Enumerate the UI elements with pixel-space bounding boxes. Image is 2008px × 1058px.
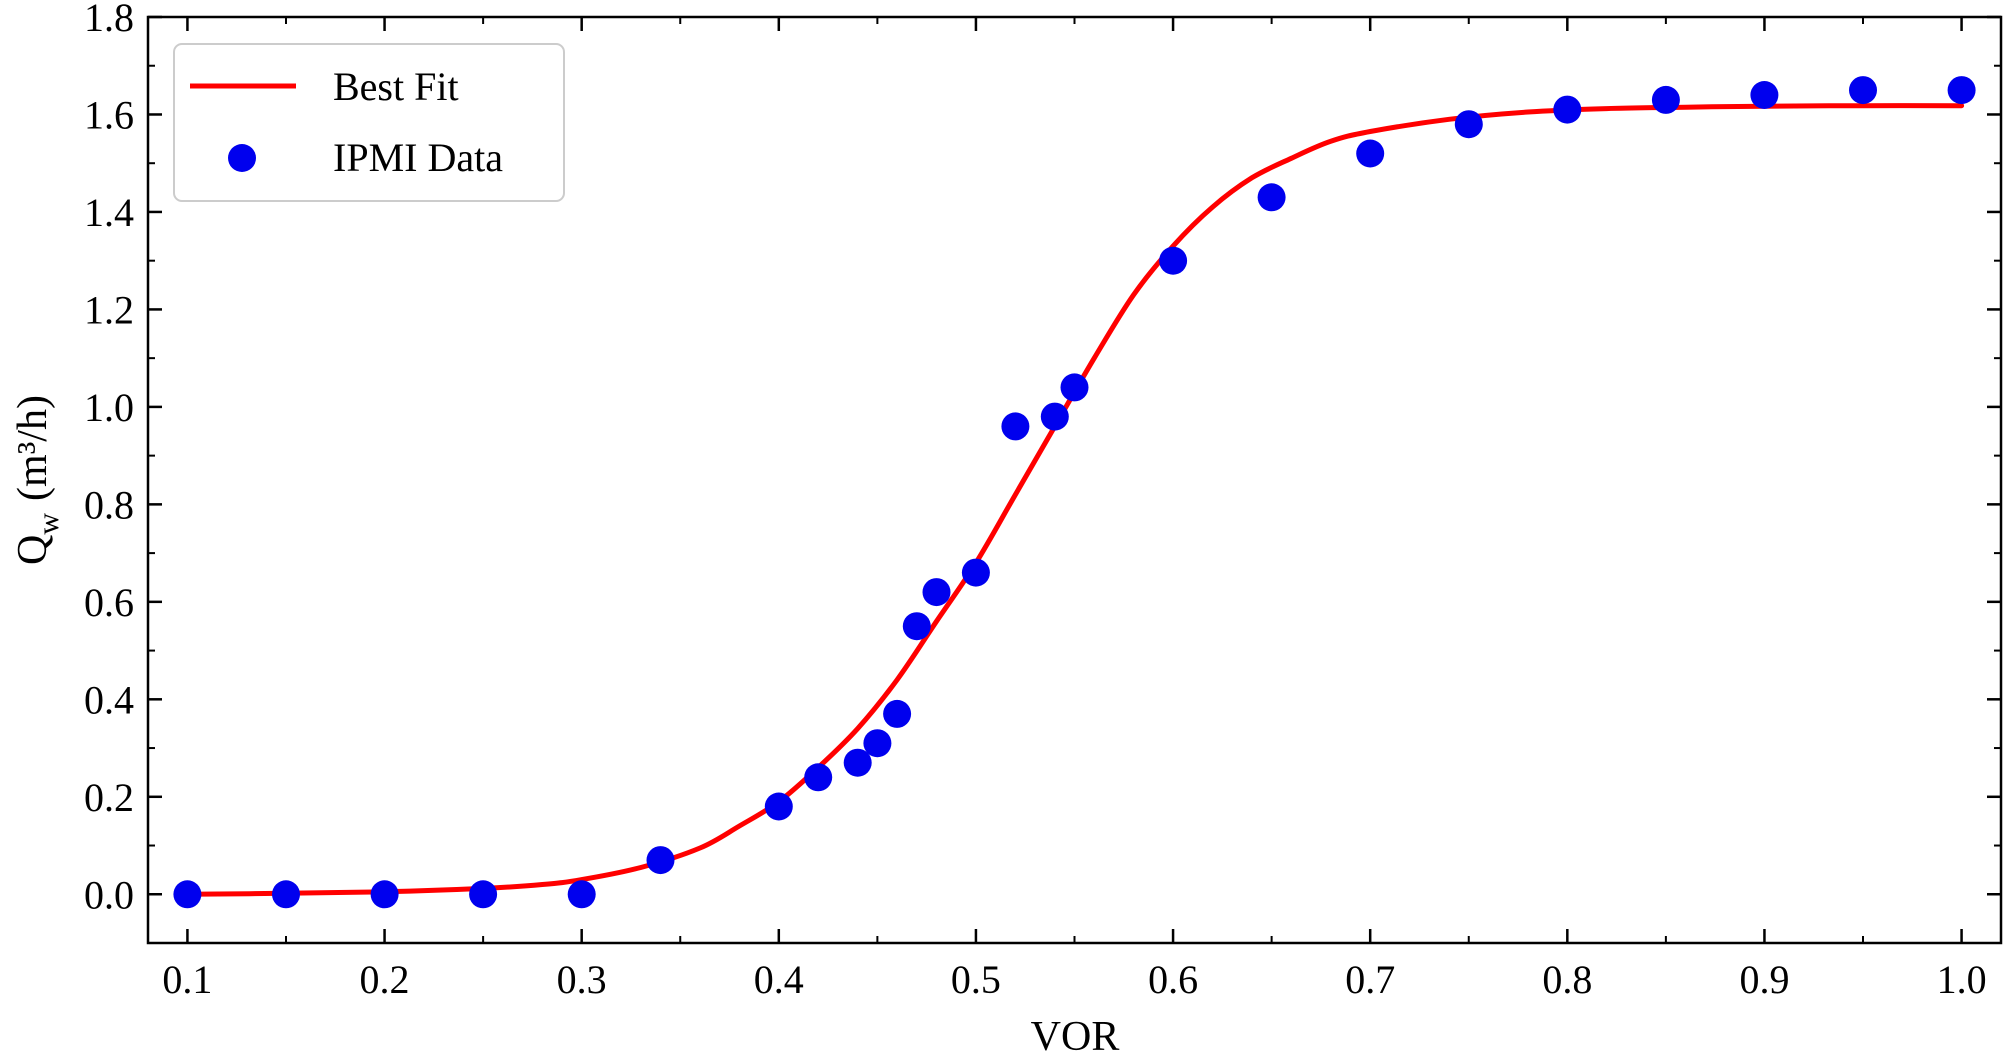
y-axis-label-main: Q — [10, 535, 56, 565]
y-tick-label: 0.4 — [84, 677, 134, 722]
x-axis-label: VOR — [1031, 1014, 1120, 1058]
ipmi-data-point — [764, 792, 793, 821]
y-tick-label: 0.0 — [84, 872, 134, 917]
ipmi-data-point — [922, 578, 951, 607]
ipmi-data-point — [1001, 412, 1030, 441]
y-tick-label: 0.6 — [84, 580, 134, 625]
ipmi-data-point — [1159, 246, 1188, 275]
ipmi-data-point — [1060, 373, 1089, 402]
ipmi-data-point — [646, 846, 675, 875]
x-tick-label: 0.3 — [557, 957, 607, 1002]
y-tick-label: 1.0 — [84, 385, 134, 430]
x-tick-label: 0.5 — [951, 957, 1001, 1002]
ipmi-data-point — [1454, 110, 1483, 139]
ipmi-data-point — [961, 558, 990, 587]
x-tick-label: 0.4 — [754, 957, 804, 1002]
ipmi-data-point — [883, 699, 912, 728]
legend-box — [173, 43, 565, 202]
ipmi-data-point — [1651, 85, 1680, 114]
y-tick-label: 1.8 — [84, 0, 134, 40]
legend-ipmi-data-marker — [228, 144, 256, 172]
x-tick-label: 0.7 — [1345, 957, 1395, 1002]
ipmi-data-point — [902, 612, 931, 641]
ipmi-data-point — [1257, 183, 1286, 212]
y-tick-label: 0.8 — [84, 482, 134, 527]
ipmi-data-point — [843, 748, 872, 777]
y-axis-label: Qw (m³/h) — [10, 395, 65, 565]
ipmi-data-point — [1553, 95, 1582, 124]
y-axis-label-subscript: w — [32, 513, 65, 535]
x-tick-label: 0.1 — [162, 957, 212, 1002]
best-fit-line — [184, 103, 1965, 897]
x-tick-label: 0.2 — [360, 957, 410, 1002]
ipmi-data-point — [1356, 139, 1385, 168]
ipmi-data-point — [1040, 402, 1069, 431]
legend-best-fit-label: Best Fit — [333, 64, 459, 109]
x-tick-label: 0.8 — [1542, 957, 1592, 1002]
y-tick-label: 0.2 — [84, 775, 134, 820]
x-tick-label: 0.6 — [1148, 957, 1198, 1002]
y-tick-label: 1.6 — [84, 92, 134, 137]
data-points-layer — [173, 76, 1976, 909]
ipmi-data-point — [1849, 76, 1877, 105]
y-tick-label: 1.2 — [84, 287, 134, 332]
ipmi-data-point — [863, 729, 892, 758]
ipmi-data-point — [804, 763, 833, 792]
ipmi-data-point — [1750, 81, 1779, 109]
ipmi-data-point — [370, 880, 399, 909]
y-axis-label-units: (m³/h) — [10, 395, 56, 501]
ipmi-data-point — [173, 880, 202, 909]
ipmi-data-point — [567, 880, 596, 909]
y-tick-label: 1.4 — [84, 190, 134, 235]
ipmi-data-point — [469, 880, 498, 909]
legend: Best Fit IPMI Data — [173, 43, 565, 202]
ipmi-data-point — [272, 880, 300, 909]
plot-frame — [146, 15, 2003, 945]
y-tick-labels: 0.0 0.2 0.4 0.6 0.8 1.0 1.2 1.4 1.6 1.8 — [84, 0, 134, 917]
x-tick-label: 1.0 — [1937, 957, 1987, 1002]
best-fit-layer — [184, 103, 1965, 897]
x-tick-label: 0.9 — [1739, 957, 1789, 1002]
ipmi-data-point — [1947, 76, 1976, 105]
x-tick-labels: 0.1 0.2 0.3 0.4 0.5 0.6 0.7 0.8 0.9 1.0 — [162, 957, 1986, 1002]
legend-ipmi-data-label: IPMI Data — [333, 135, 503, 180]
